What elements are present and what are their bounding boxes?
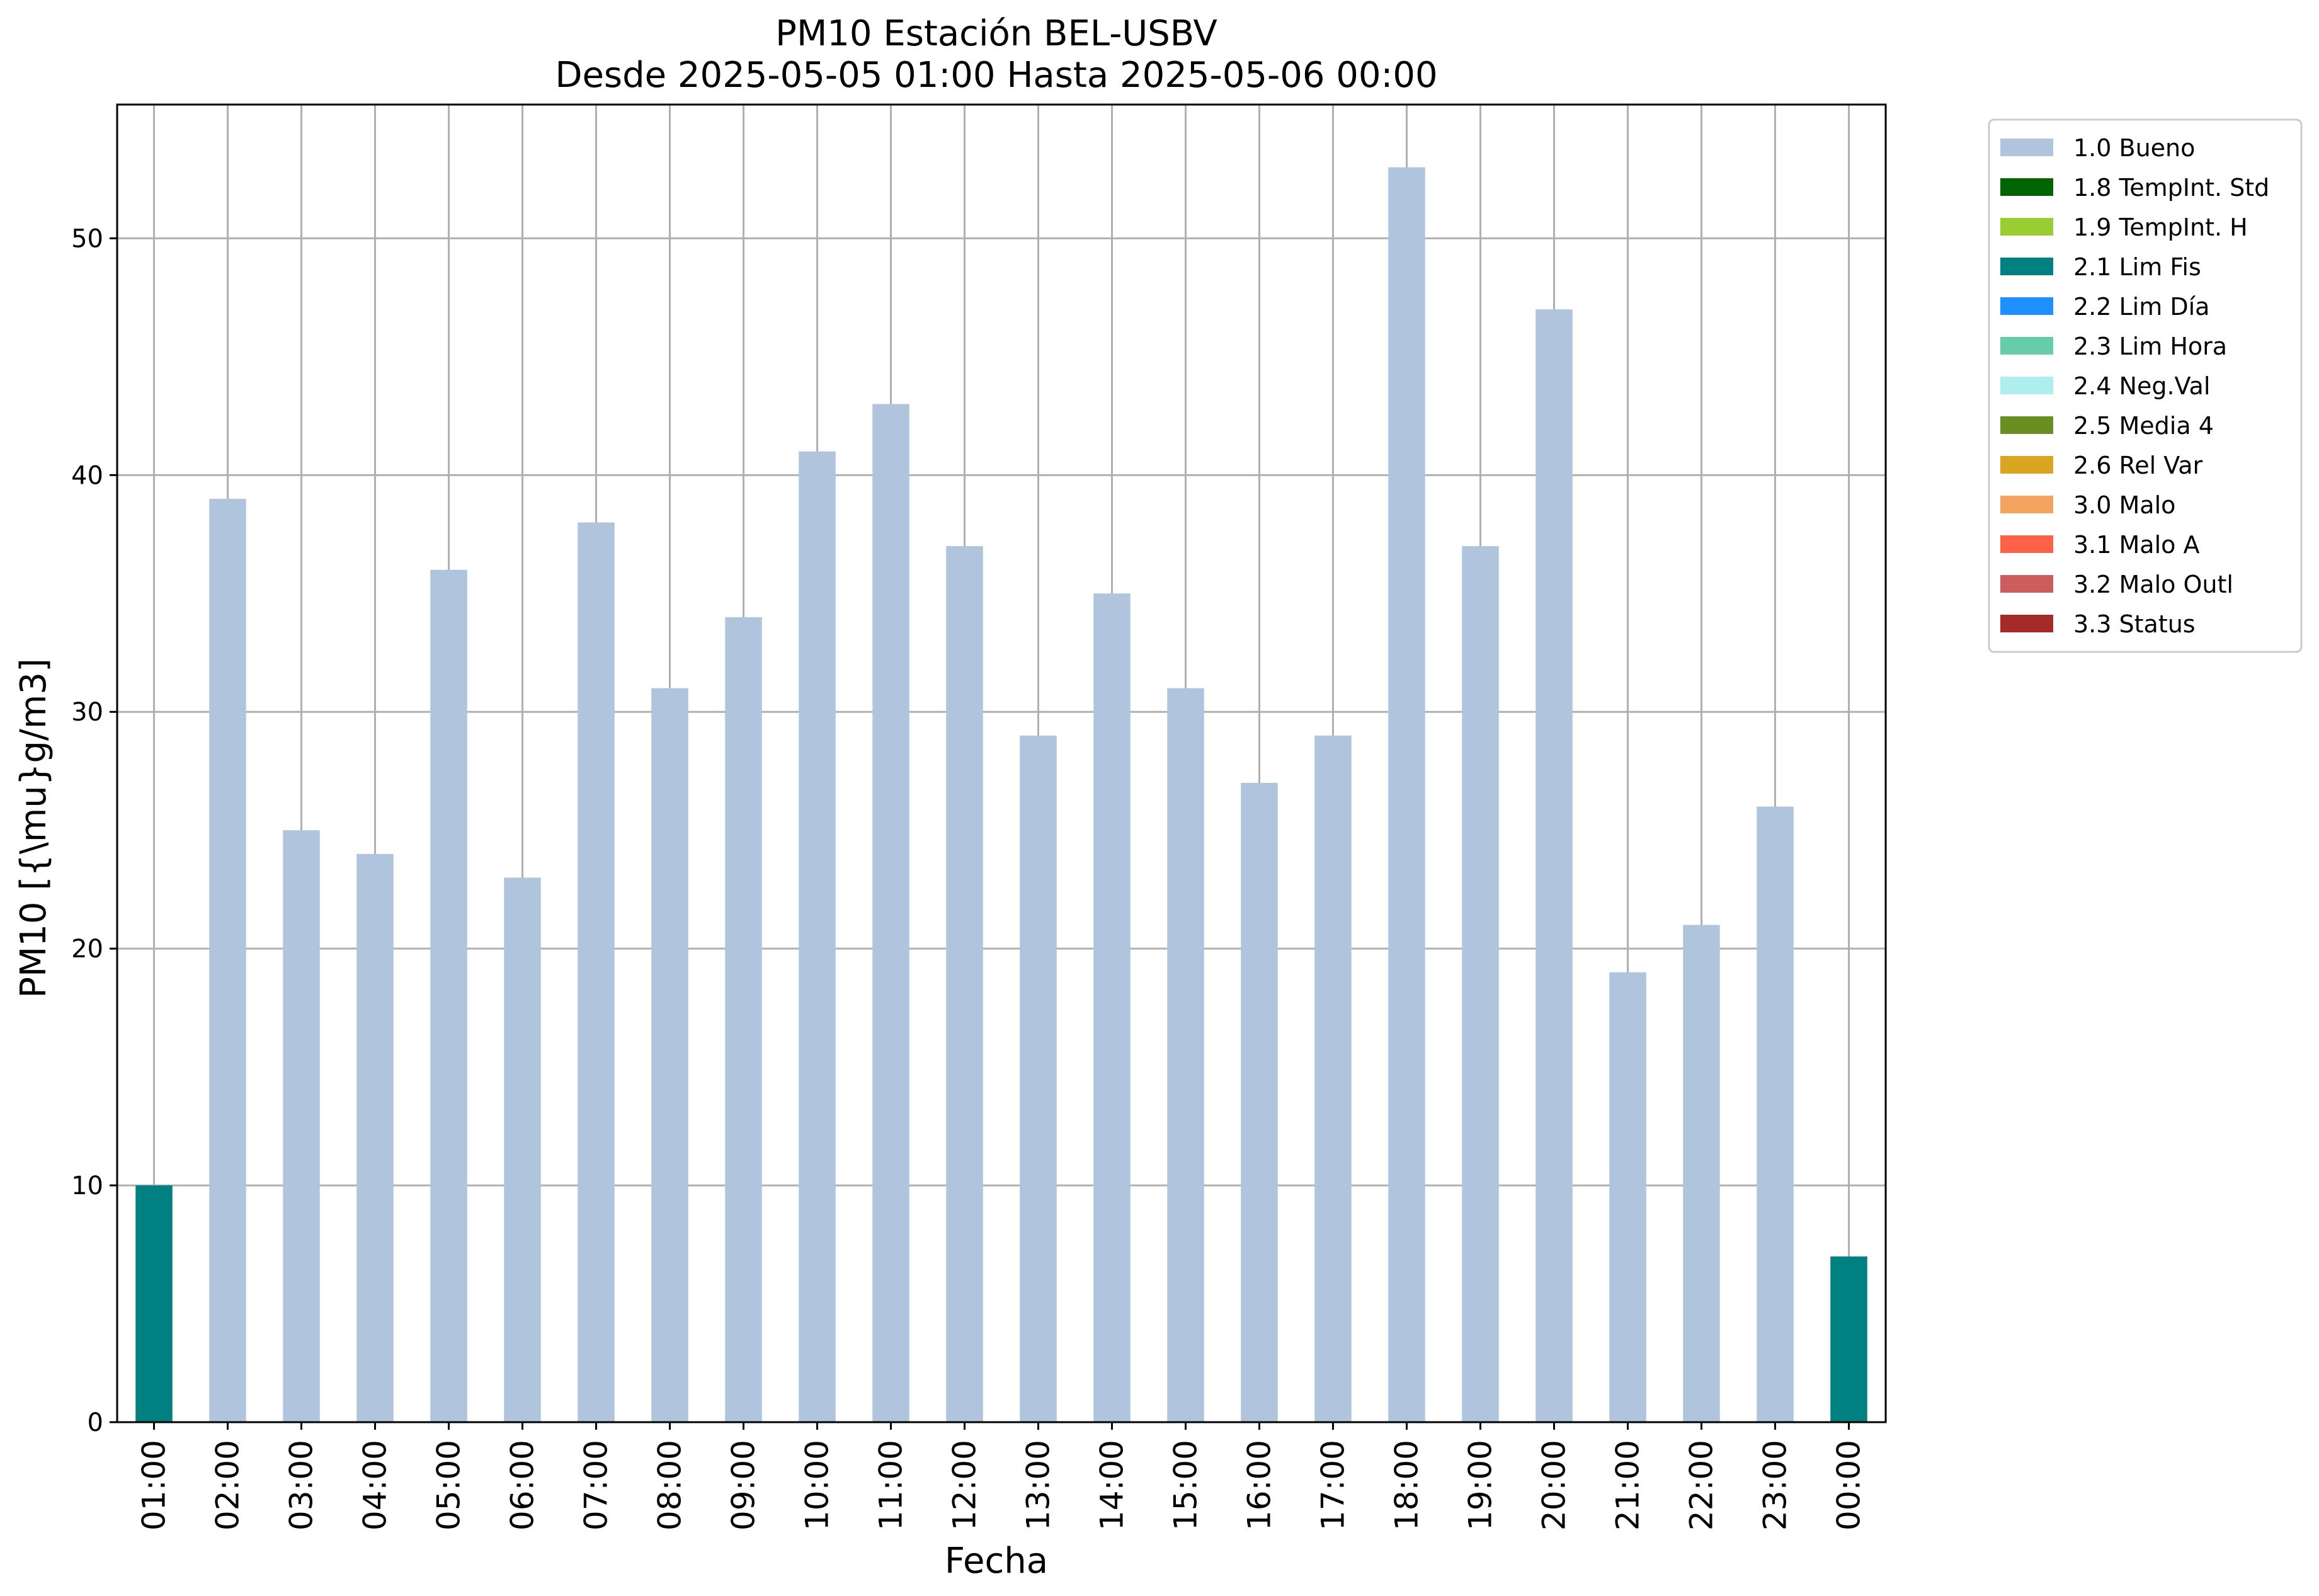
bar-0500: [430, 569, 467, 1423]
x-tick-label: 08:00: [652, 1440, 688, 1530]
legend-swatch: [2000, 218, 2053, 236]
bars: [135, 167, 1867, 1423]
bar-0600: [504, 877, 541, 1422]
x-tick-label: 10:00: [799, 1440, 836, 1530]
legend-swatch: [2000, 178, 2053, 196]
bar-1700: [1314, 735, 1352, 1422]
x-tick-label: 00:00: [1831, 1440, 1867, 1530]
bar-0800: [651, 688, 688, 1422]
legend-swatch: [2000, 535, 2053, 553]
plot-frame: [116, 103, 1887, 1423]
legend-swatch: [2000, 297, 2053, 315]
legend-box: [1988, 118, 2303, 653]
legend-label: 2.2 Lim Día: [2073, 293, 2209, 321]
legend-swatch: [2000, 575, 2053, 593]
bar-1500: [1167, 688, 1204, 1422]
x-tick-label: 11:00: [873, 1440, 909, 1530]
x-tick-label: 01:00: [136, 1440, 173, 1530]
legend-label: 1.0 Bueno: [2073, 134, 2195, 162]
y-axis-ticks: 0 10 20 30 40 50: [71, 224, 117, 1437]
y-tick-label: 10: [71, 1171, 103, 1200]
legend-label: 3.0 Malo: [2073, 491, 2175, 519]
legend: 1.0 Bueno 1.8 TempInt. Std 1.9 TempInt. H 2…: [1988, 118, 2303, 653]
y-tick-label: 0: [88, 1408, 103, 1437]
legend-label: 2.1 Lim Fis: [2073, 253, 2201, 281]
bar-0700: [578, 522, 615, 1422]
bar-1600: [1241, 783, 1278, 1422]
legend-swatch: [2000, 139, 2053, 156]
legend-swatch: [2000, 258, 2053, 275]
legend-label: 3.3 Status: [2073, 610, 2196, 638]
legend-swatch: [2000, 377, 2053, 394]
x-tick-label: 18:00: [1389, 1440, 1425, 1530]
x-tick-label: 19:00: [1462, 1440, 1499, 1530]
x-tick-label: 09:00: [726, 1440, 762, 1530]
bar-2300: [1757, 806, 1794, 1422]
bar-0000: [1830, 1256, 1867, 1422]
x-tick-label: 22:00: [1684, 1440, 1720, 1530]
legend-label: 1.9 TempInt. H: [2073, 214, 2248, 241]
legend-swatch: [2000, 456, 2053, 474]
bar-1200: [946, 546, 983, 1422]
bar-0900: [725, 617, 762, 1422]
legend-swatch: [2000, 337, 2053, 355]
bar-1400: [1093, 593, 1131, 1422]
legend-label: 2.5 Media 4: [2073, 412, 2214, 440]
legend-label: 2.4 Neg.Val: [2073, 372, 2210, 400]
x-tick-label: 04:00: [357, 1440, 394, 1530]
bar-2200: [1683, 925, 1720, 1422]
bar-1800: [1388, 167, 1425, 1423]
legend-label: 2.3 Lim Hora: [2073, 333, 2227, 360]
x-tick-label: 05:00: [431, 1440, 467, 1530]
x-axis-label: Fecha: [945, 1541, 1048, 1582]
chart-title: PM10 Estación BEL-USBV: [775, 13, 1217, 54]
y-tick-label: 40: [71, 461, 103, 490]
bar-0400: [356, 853, 394, 1422]
x-tick-label: 02:00: [210, 1440, 246, 1530]
x-tick-label: 12:00: [947, 1440, 983, 1530]
chart-subtitle: Desde 2025-05-05 01:00 Hasta 2025-05-06 …: [555, 55, 1437, 96]
y-tick-label: 20: [71, 935, 103, 964]
y-tick-label: 50: [71, 224, 103, 253]
x-tick-label: 14:00: [1094, 1440, 1131, 1530]
bar-1300: [1020, 735, 1057, 1422]
bar-0100: [135, 1185, 173, 1422]
x-axis-ticks: 01:00 02:00 03:00 04:00 05:00 06:00 07:00 08:00…: [136, 1422, 1867, 1530]
legend-swatch: [2000, 496, 2053, 513]
bar-0300: [283, 830, 320, 1422]
legend-swatch: [2000, 615, 2053, 632]
bar-1100: [872, 404, 909, 1422]
legend-swatch: [2000, 416, 2053, 434]
legend-label: 3.2 Malo Outl: [2073, 571, 2233, 598]
bar-2100: [1609, 972, 1646, 1422]
y-tick-label: 30: [71, 698, 103, 727]
x-tick-label: 20:00: [1536, 1440, 1573, 1530]
axes: [116, 103, 1887, 1423]
x-tick-label: 03:00: [283, 1440, 320, 1530]
bar-1000: [799, 451, 836, 1423]
y-axis-label: PM10 [{\mu}g/m3]: [13, 658, 54, 998]
x-tick-label: 06:00: [504, 1440, 541, 1530]
bar-2000: [1536, 309, 1573, 1422]
x-tick-label: 16:00: [1241, 1440, 1278, 1530]
legend-label: 1.8 TempInt. Std: [2073, 174, 2269, 202]
x-tick-label: 23:00: [1757, 1440, 1794, 1530]
x-tick-label: 17:00: [1315, 1440, 1352, 1530]
bar-1900: [1462, 546, 1499, 1422]
legend-label: 3.1 Malo A: [2073, 531, 2199, 559]
bar-0200: [209, 498, 246, 1422]
x-tick-label: 15:00: [1168, 1440, 1204, 1530]
legend-label: 2.6 Rel Var: [2073, 452, 2203, 479]
x-tick-label: 13:00: [1020, 1440, 1057, 1530]
x-tick-label: 07:00: [578, 1440, 615, 1530]
x-tick-label: 21:00: [1610, 1440, 1646, 1530]
